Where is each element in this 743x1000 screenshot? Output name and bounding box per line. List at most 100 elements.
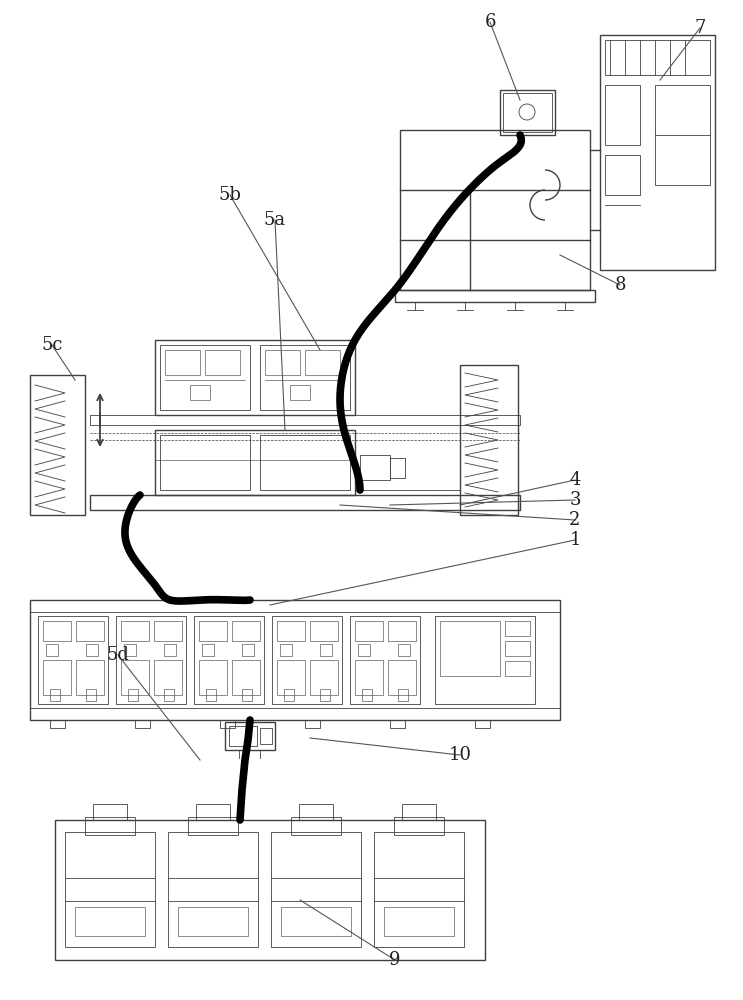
Bar <box>398 644 410 656</box>
Bar <box>178 907 248 936</box>
Bar <box>505 641 530 656</box>
Bar <box>390 458 405 478</box>
Bar <box>384 907 454 936</box>
Bar <box>55 820 485 960</box>
Bar <box>400 130 590 290</box>
Bar <box>355 660 383 695</box>
Bar <box>75 907 145 936</box>
Bar <box>46 644 58 656</box>
Text: 8: 8 <box>614 276 626 294</box>
Bar <box>242 644 254 656</box>
Bar <box>260 345 350 410</box>
Bar <box>190 385 210 400</box>
Bar <box>30 600 560 720</box>
Bar <box>30 375 85 515</box>
Bar <box>154 660 182 695</box>
Bar <box>155 340 355 415</box>
Bar <box>500 90 555 135</box>
Bar <box>394 817 444 835</box>
Text: 10: 10 <box>449 746 472 764</box>
Text: 5b: 5b <box>218 186 241 204</box>
Text: 2: 2 <box>569 511 581 529</box>
Bar <box>128 689 138 701</box>
Bar <box>277 660 305 695</box>
Bar <box>440 621 500 676</box>
Bar <box>65 832 155 947</box>
Bar <box>277 621 305 641</box>
Bar <box>93 804 127 820</box>
Bar <box>164 689 174 701</box>
Bar <box>505 661 530 676</box>
Bar <box>374 832 464 947</box>
Bar <box>600 35 715 270</box>
Text: 3: 3 <box>569 491 581 509</box>
Bar <box>284 689 294 701</box>
Bar <box>605 40 710 75</box>
Bar <box>160 435 250 490</box>
Bar <box>38 616 108 704</box>
Bar <box>206 689 216 701</box>
Bar <box>196 804 230 820</box>
Bar <box>271 832 361 947</box>
Bar <box>86 689 96 701</box>
Bar <box>76 660 104 695</box>
Bar <box>121 660 149 695</box>
Bar <box>116 616 186 704</box>
Bar <box>505 621 530 636</box>
Bar <box>320 689 330 701</box>
Bar <box>50 720 65 728</box>
Bar <box>155 430 355 495</box>
Bar <box>220 720 235 728</box>
Bar <box>135 720 150 728</box>
Text: 5a: 5a <box>264 211 286 229</box>
Bar <box>299 804 333 820</box>
Bar <box>350 616 420 704</box>
Bar <box>590 150 600 230</box>
Bar <box>398 689 408 701</box>
Bar <box>272 616 342 704</box>
Text: 6: 6 <box>484 13 496 31</box>
Bar <box>360 455 390 480</box>
Bar <box>310 660 338 695</box>
Bar <box>232 621 260 641</box>
Text: 9: 9 <box>389 951 400 969</box>
Bar <box>85 817 135 835</box>
Bar <box>460 365 518 515</box>
Bar <box>43 660 71 695</box>
Bar <box>435 616 535 704</box>
Bar <box>165 350 200 375</box>
Bar <box>90 495 520 510</box>
Bar <box>260 435 350 490</box>
Text: 5c: 5c <box>42 336 62 354</box>
Bar <box>310 621 338 641</box>
Bar <box>202 644 214 656</box>
Bar <box>124 644 136 656</box>
Bar <box>168 832 258 947</box>
Bar <box>305 720 320 728</box>
Bar <box>86 644 98 656</box>
Bar <box>260 728 272 744</box>
Bar <box>121 621 149 641</box>
Text: 7: 7 <box>694 19 706 37</box>
Bar <box>229 726 257 746</box>
Bar <box>655 85 710 185</box>
Bar <box>320 644 332 656</box>
Bar <box>390 720 405 728</box>
Bar <box>225 722 275 750</box>
Bar <box>232 660 260 695</box>
Bar <box>305 350 340 375</box>
Bar <box>199 621 227 641</box>
Bar <box>164 644 176 656</box>
Bar <box>290 385 310 400</box>
Bar <box>76 621 104 641</box>
Bar <box>265 350 300 375</box>
Bar <box>475 720 490 728</box>
Bar <box>50 689 60 701</box>
Bar <box>281 907 351 936</box>
Bar <box>402 804 436 820</box>
Bar <box>194 616 264 704</box>
Bar <box>160 345 250 410</box>
Bar <box>395 290 595 302</box>
Bar <box>199 660 227 695</box>
Bar <box>242 689 252 701</box>
